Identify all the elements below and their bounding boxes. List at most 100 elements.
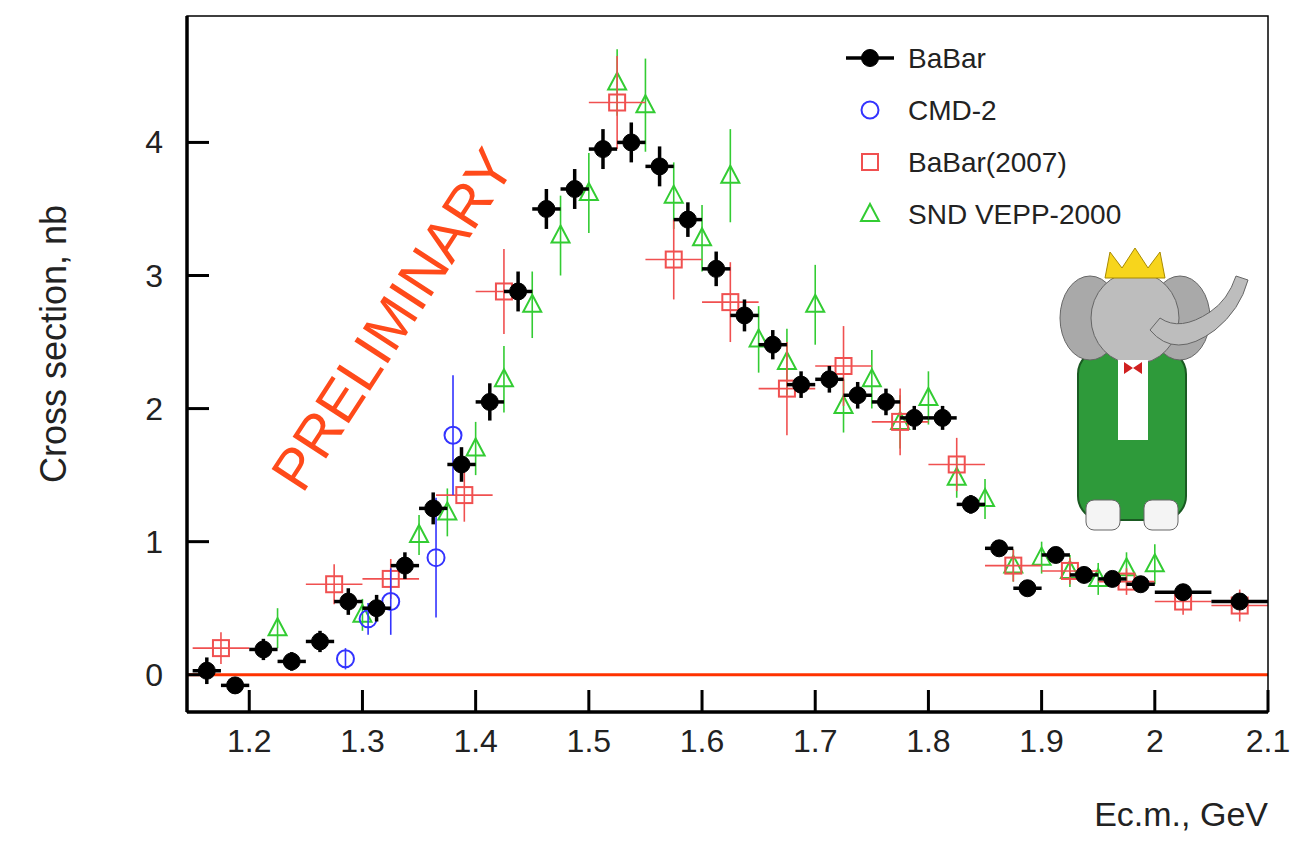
error-bar [475, 422, 477, 475]
point [396, 557, 413, 574]
mascot-trunk [1150, 276, 1248, 345]
point [425, 500, 442, 517]
point [849, 387, 866, 404]
y-tick-label: 0 [145, 657, 163, 693]
error-bar [645, 59, 647, 152]
point [722, 294, 738, 310]
mascot [1060, 248, 1248, 530]
point [806, 295, 824, 312]
x-error-bar [306, 583, 363, 585]
point [665, 186, 683, 203]
x-tick-label: 2 [1146, 723, 1164, 759]
point [340, 593, 357, 610]
error-bar [871, 350, 873, 409]
x-tick [248, 690, 251, 712]
y-axis-title: Cross section, nb [33, 205, 74, 483]
point [651, 158, 668, 175]
legend-label: CMD-2 [908, 95, 997, 126]
mascot-bow [1124, 362, 1142, 374]
point [1132, 576, 1149, 593]
x-error-bar [193, 647, 250, 649]
chart: 1.21.31.41.51.61.71.81.922.101234Ec.m., … [0, 0, 1303, 846]
point [1047, 546, 1064, 563]
legend: BaBarCMD-2BaBar(2007)SND VEPP-2000 [846, 43, 1121, 230]
reference-line [187, 673, 1268, 676]
x-tick [474, 690, 477, 712]
x-tick [1267, 690, 1270, 712]
point [445, 427, 462, 444]
error-bar [452, 375, 454, 495]
error-bar [1154, 544, 1156, 584]
point [283, 653, 300, 670]
point [312, 633, 329, 650]
x-tick [1040, 690, 1043, 712]
point [693, 228, 711, 245]
x-tick [1153, 690, 1156, 712]
point [1175, 584, 1192, 601]
y-tick [187, 274, 209, 277]
point [538, 200, 555, 217]
legend-label: SND VEPP-2000 [908, 199, 1121, 230]
point [1005, 558, 1021, 574]
x-error-bar [985, 565, 1042, 567]
legend-marker [862, 102, 879, 119]
x-tick-label: 1.7 [793, 723, 837, 759]
point [666, 252, 682, 268]
error-bar [730, 129, 732, 222]
point [962, 496, 979, 513]
legend-marker [861, 204, 879, 221]
x-tick [701, 690, 704, 712]
point [481, 393, 498, 410]
error-bar [814, 265, 816, 345]
x-tick-label: 1.5 [567, 723, 611, 759]
point [523, 295, 541, 312]
error-bar [588, 153, 590, 233]
point [255, 641, 272, 658]
point [1104, 570, 1121, 587]
y-tick [187, 673, 209, 676]
point [863, 369, 881, 386]
point [708, 260, 725, 277]
point [919, 388, 937, 405]
point [326, 576, 342, 592]
x-error-bar [815, 365, 872, 367]
point [836, 358, 852, 374]
mascot-head [1091, 272, 1179, 364]
point [636, 95, 654, 112]
point [991, 540, 1008, 557]
y-axis [185, 16, 189, 712]
x-tick [361, 690, 364, 712]
mascot-crown [1105, 248, 1165, 278]
x-axis [187, 710, 1268, 714]
y-tick-label: 4 [145, 124, 163, 160]
point [949, 456, 965, 472]
point [510, 283, 527, 300]
point [368, 600, 385, 617]
frame [187, 16, 1268, 712]
y-tick [187, 540, 209, 543]
error-bar [390, 568, 392, 635]
legend-marker [862, 154, 878, 170]
error-bar [701, 205, 703, 272]
error-bar [984, 479, 986, 519]
point [736, 307, 753, 324]
x-tick-label: 1.2 [227, 723, 271, 759]
y-tick-label: 2 [145, 391, 163, 427]
point [721, 166, 739, 183]
x-tick-label: 1.3 [340, 723, 384, 759]
series [193, 122, 1268, 693]
x-axis-title: Ec.m., GeV [1094, 795, 1268, 833]
legend-label: BaBar [908, 43, 986, 74]
x-error-bar [928, 464, 985, 466]
x-tick [927, 690, 930, 712]
error-bar [531, 272, 533, 339]
point [566, 181, 583, 198]
y-tick [187, 141, 209, 144]
x-tick-label: 1.6 [680, 723, 724, 759]
point [679, 211, 696, 228]
x-tick [814, 690, 817, 712]
data-area [193, 49, 1268, 694]
point [1076, 566, 1093, 583]
point [764, 336, 781, 353]
point [552, 226, 570, 243]
